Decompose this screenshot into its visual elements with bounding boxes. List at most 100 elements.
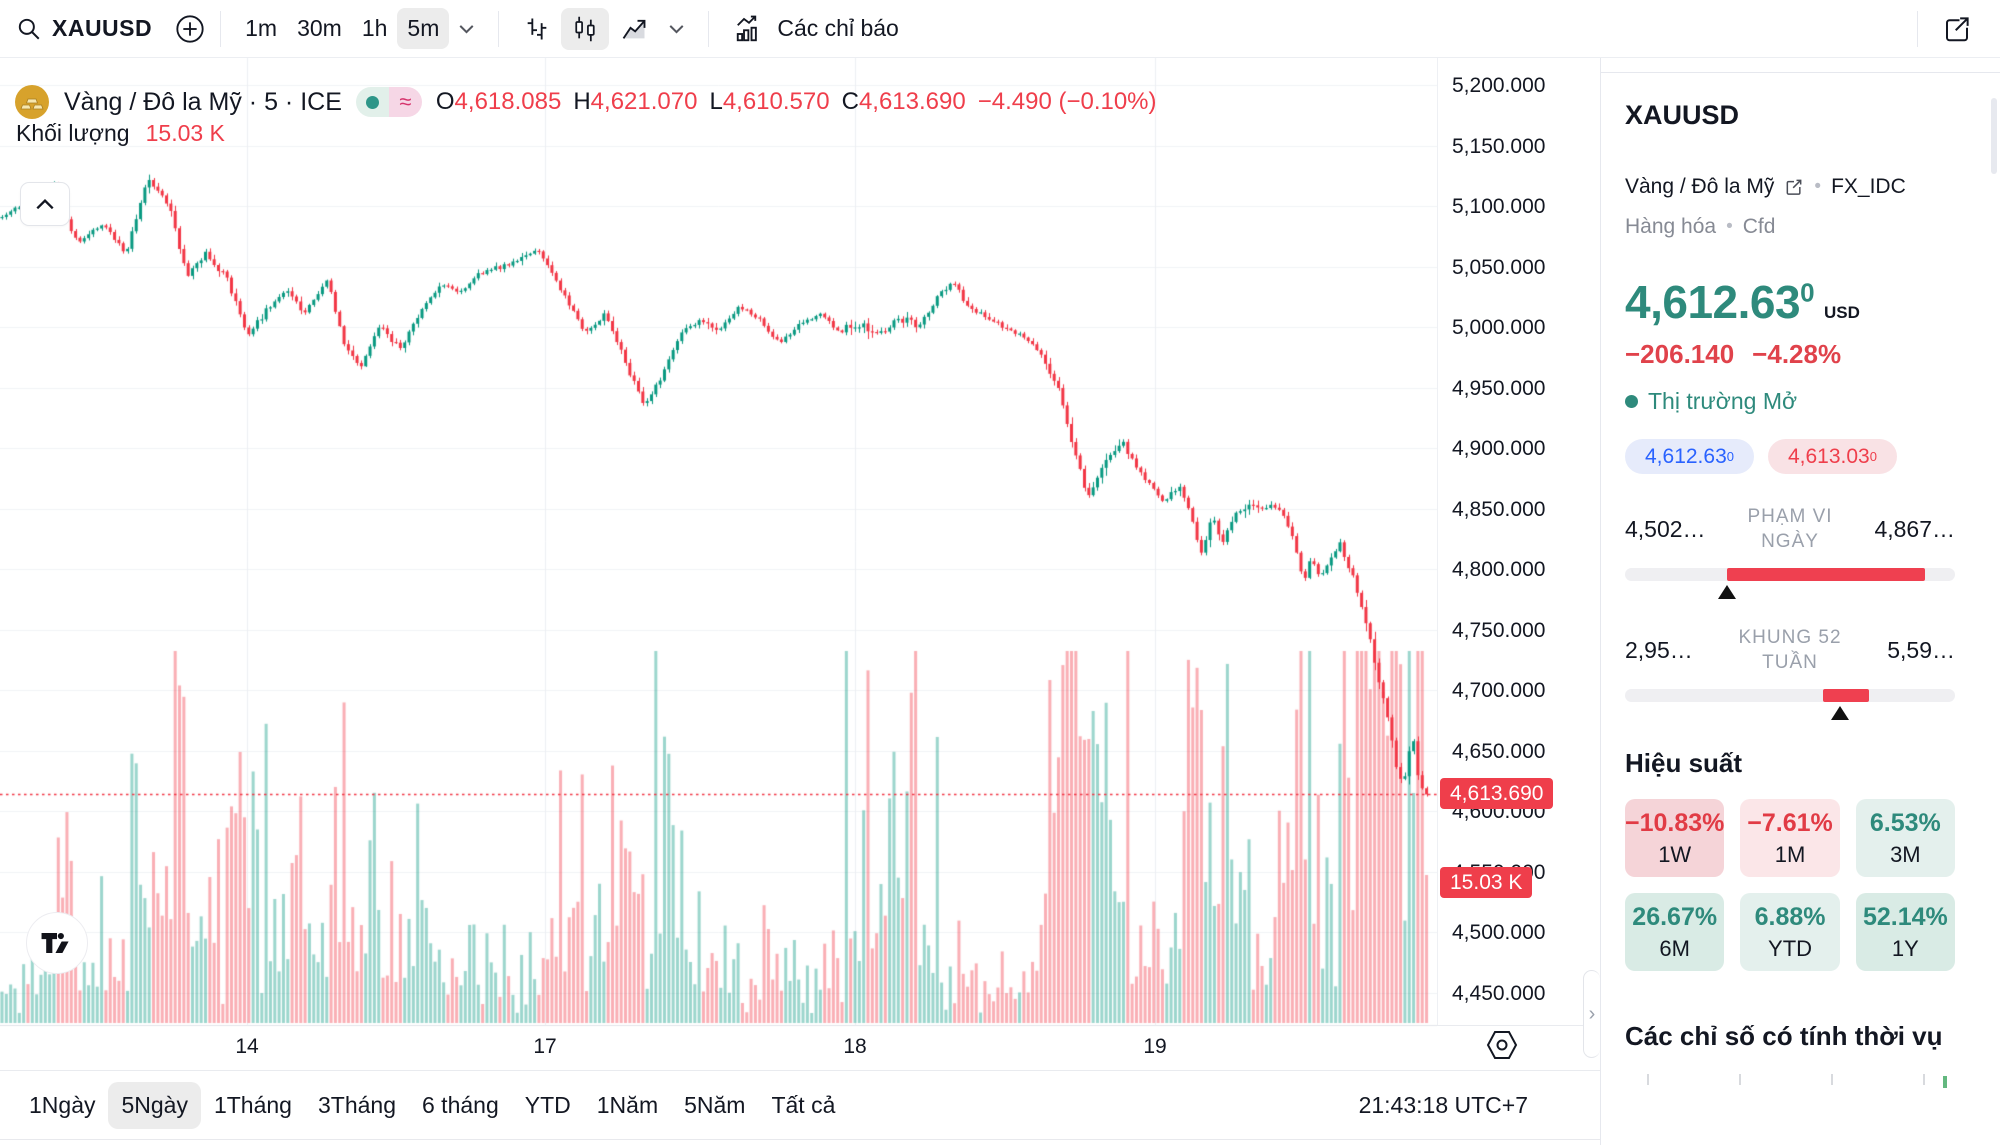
market-open-dot-icon: [1625, 395, 1638, 408]
time-tick: 18: [843, 1035, 867, 1058]
perf-tile-1y: 52.14% 1Y: [1855, 893, 1955, 971]
top-toolbar: XAUUSD 1m 30m 1h 5m: [0, 0, 2000, 58]
seasonal-chart-preview: [1625, 1074, 1955, 1088]
price-axis[interactable]: 5,200.000 5,150.000 5,100.000 5,050.000 …: [1437, 58, 1583, 1025]
market-open-dot-icon: [355, 87, 389, 117]
open-in-new-window-icon[interactable]: [1932, 7, 1982, 51]
bottom-divider: [0, 1139, 2000, 1140]
week52-range-marker-icon: [1830, 706, 1849, 720]
timezone-clock[interactable]: 21:43:18 UTC+7: [1358, 1092, 1528, 1118]
style-menu-chevron-icon[interactable]: [659, 17, 694, 41]
range-ytd[interactable]: YTD: [524, 1091, 571, 1118]
sidebar-market-type: Hàng hóa: [1625, 215, 1717, 238]
price-currency: USD: [1824, 303, 1860, 322]
legend-collapse-button[interactable]: [20, 182, 70, 226]
toolbar-divider: [708, 10, 710, 47]
day-range-fill: [1727, 568, 1926, 581]
toolbar-divider: [220, 10, 222, 47]
time-tick: 19: [1143, 1035, 1167, 1058]
perf-tile-6m: 26.67% 6M: [1625, 893, 1725, 971]
range-6m[interactable]: 6 tháng: [422, 1091, 499, 1118]
axis-settings-icon[interactable]: [1483, 1027, 1521, 1063]
week52-range-track: [1625, 689, 1955, 720]
range-1d[interactable]: 1Ngày: [29, 1091, 96, 1118]
chart-pane: Vàng / Đô la Mỹ · 5 · ICE ≈ O4,618.085 H…: [0, 58, 1600, 1070]
last-price-tag: 4,613.690: [1440, 778, 1554, 809]
chart-style-bars-icon[interactable]: [513, 8, 561, 50]
price-tick: 5,000.000: [1452, 316, 1546, 339]
timeframe-1h[interactable]: 1h: [361, 15, 388, 41]
week52-label: KHUNG 52 TUẦN: [1738, 627, 1842, 673]
price-tick: 5,150.000: [1452, 135, 1546, 158]
sidebar-expand-handle[interactable]: ›: [1583, 970, 1600, 1058]
bar-change-value: −4.490 (−0.10%): [977, 88, 1157, 115]
symbol-search-button[interactable]: XAUUSD: [52, 15, 153, 41]
bid-price-pill[interactable]: 4,612.63 0: [1625, 439, 1754, 474]
sidebar-scrollbar[interactable]: [1991, 98, 1997, 174]
price-tick: 5,200.000: [1452, 74, 1546, 97]
high-key: H: [573, 88, 591, 115]
range-1y[interactable]: 1Năm: [596, 1091, 659, 1118]
ask-price-pill[interactable]: 4,613.03 0: [1767, 439, 1897, 474]
price-chart-canvas[interactable]: [0, 58, 1437, 1065]
low-value: 4,610.570: [722, 88, 830, 115]
indicators-button[interactable]: Các chỉ báo: [723, 7, 908, 51]
price-change-pct: −4.28%: [1752, 339, 1842, 369]
toolbar-divider: [1917, 10, 1918, 47]
range-5y[interactable]: 5Năm: [684, 1091, 746, 1118]
day-range-label: PHẠM VI NGÀY: [1747, 506, 1833, 552]
price-change-abs: −206.140: [1625, 339, 1735, 369]
perf-tile-ytd: 6.88% YTD: [1740, 893, 1840, 971]
seasonal-title: Các chỉ số có tính thời vụ: [1625, 1021, 1943, 1051]
timeframe-5m-selected[interactable]: 5m: [397, 8, 450, 49]
price-tick: 4,450.000: [1452, 982, 1546, 1005]
symbol-title[interactable]: Vàng / Đô la Mỹ · 5 · ICE: [64, 87, 342, 116]
compare-add-icon[interactable]: [174, 13, 206, 45]
sidebar-exchange[interactable]: FX_IDC: [1831, 175, 1906, 198]
close-key: C: [841, 88, 859, 115]
sidebar-symbol-title: XAUUSD: [1625, 100, 1740, 130]
week52-high: 5,59…: [1887, 636, 1955, 663]
external-link-icon[interactable]: [1784, 177, 1804, 197]
approx-price-icon: ≈: [388, 87, 422, 117]
indicators-label: Các chỉ báo: [777, 15, 899, 41]
timeframe-menu-chevron-icon[interactable]: [449, 17, 484, 41]
day-range-track: [1625, 568, 1955, 599]
chart-style-area-icon[interactable]: [609, 8, 659, 50]
toolbar-divider: [498, 10, 500, 47]
week52-low: 2,95…: [1625, 636, 1693, 663]
current-price: 4,612.630: [1625, 276, 1815, 328]
dot-separator: •: [1726, 216, 1733, 237]
volume-label[interactable]: Khối lượng: [16, 120, 130, 146]
price-fraction: 0: [1800, 277, 1815, 308]
range-toolbar: 1Ngày 5Ngày 1Tháng 3Tháng 6 tháng YTD 1N…: [0, 1070, 1600, 1139]
price-tick: 5,050.000: [1452, 256, 1546, 279]
week52-range-fill: [1823, 689, 1870, 702]
dot-separator: •: [1814, 176, 1822, 197]
ohlc-readout: O4,618.085 H4,621.070 L4,610.570 C4,613.…: [436, 88, 1157, 116]
close-value: 4,613.690: [858, 88, 966, 115]
time-axis[interactable]: 14 17 18 19: [0, 1025, 1600, 1070]
timeframe-1m[interactable]: 1m: [245, 15, 278, 41]
panel-top-divider: [1601, 72, 2000, 73]
perf-tile-1w: −10.83% 1W: [1625, 799, 1725, 877]
timeframe-30m[interactable]: 30m: [297, 15, 342, 41]
time-tick: 14: [235, 1035, 259, 1058]
range-1m[interactable]: 1Tháng: [213, 1091, 292, 1118]
price-tick: 4,700.000: [1452, 679, 1546, 702]
indicators-icon: [733, 14, 765, 44]
chart-style-candles-icon[interactable]: [561, 7, 610, 50]
range-3m[interactable]: 3Tháng: [317, 1091, 396, 1118]
day-range-high: 4,867…: [1874, 515, 1955, 542]
high-value: 4,621.070: [590, 88, 698, 115]
search-icon[interactable]: [16, 16, 42, 42]
day-range-block: 4,502… PHẠM VI NGÀY 4,867…: [1625, 504, 1955, 599]
week52-range-block: 2,95… KHUNG 52 TUẦN 5,59…: [1625, 625, 1955, 720]
range-all[interactable]: Tất cả: [771, 1091, 836, 1118]
sidebar-symbol-name[interactable]: Vàng / Đô la Mỹ: [1625, 175, 1775, 198]
price-change-row: −206.140 −4.28%: [1625, 339, 1955, 370]
tradingview-logo[interactable]: [26, 912, 88, 974]
market-status-toggle[interactable]: ≈: [355, 87, 422, 117]
range-5d-selected[interactable]: 5Ngày: [108, 1081, 201, 1129]
price-tick: 4,950.000: [1452, 377, 1546, 400]
